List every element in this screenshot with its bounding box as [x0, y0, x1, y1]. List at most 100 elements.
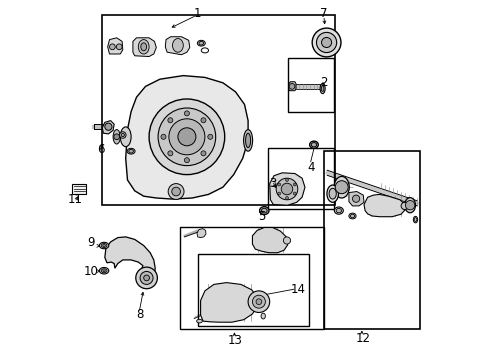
Bar: [197, 254, 309, 326]
Circle shape: [335, 181, 347, 194]
Polygon shape: [269, 173, 305, 205]
Circle shape: [400, 202, 407, 210]
Polygon shape: [363, 194, 404, 217]
Circle shape: [316, 32, 336, 53]
Ellipse shape: [309, 141, 318, 148]
Polygon shape: [197, 229, 205, 238]
Circle shape: [104, 123, 112, 130]
Circle shape: [405, 201, 414, 210]
Ellipse shape: [259, 207, 268, 215]
Polygon shape: [200, 283, 257, 322]
Ellipse shape: [335, 208, 341, 213]
Circle shape: [184, 111, 189, 116]
Text: 5: 5: [258, 210, 265, 223]
Circle shape: [140, 271, 153, 284]
Circle shape: [167, 118, 173, 123]
Circle shape: [277, 192, 280, 195]
Text: 10: 10: [83, 265, 98, 278]
Circle shape: [136, 267, 157, 289]
Ellipse shape: [199, 41, 203, 45]
Polygon shape: [288, 82, 295, 91]
Ellipse shape: [261, 313, 265, 319]
Ellipse shape: [412, 216, 417, 223]
Ellipse shape: [326, 185, 338, 202]
Polygon shape: [104, 237, 155, 283]
Ellipse shape: [120, 127, 131, 147]
Circle shape: [293, 192, 296, 195]
Ellipse shape: [328, 188, 336, 199]
Ellipse shape: [127, 148, 135, 154]
Ellipse shape: [348, 213, 355, 219]
Text: 3: 3: [269, 177, 276, 190]
Circle shape: [293, 183, 296, 186]
Ellipse shape: [245, 133, 250, 148]
Polygon shape: [348, 192, 363, 206]
Circle shape: [161, 134, 166, 139]
Text: 2: 2: [319, 76, 327, 89]
Polygon shape: [102, 121, 114, 134]
Text: 11: 11: [68, 193, 82, 206]
Circle shape: [277, 183, 280, 186]
Ellipse shape: [120, 132, 126, 138]
Circle shape: [184, 158, 189, 163]
Text: 12: 12: [355, 332, 370, 345]
Circle shape: [352, 195, 359, 202]
Polygon shape: [252, 228, 287, 253]
Circle shape: [178, 128, 196, 146]
Ellipse shape: [102, 245, 105, 246]
Ellipse shape: [121, 133, 124, 136]
Circle shape: [285, 179, 288, 181]
Bar: [323, 151, 419, 329]
Text: 6: 6: [97, 143, 104, 156]
Circle shape: [247, 291, 269, 312]
Bar: [72, 184, 86, 194]
Circle shape: [285, 197, 288, 199]
Ellipse shape: [261, 208, 266, 213]
Ellipse shape: [333, 176, 348, 198]
Ellipse shape: [243, 130, 252, 151]
Circle shape: [158, 108, 215, 166]
Text: 13: 13: [227, 334, 243, 347]
Ellipse shape: [172, 39, 183, 52]
Ellipse shape: [101, 243, 107, 248]
Bar: [287, 58, 333, 112]
Circle shape: [207, 134, 212, 139]
Ellipse shape: [413, 217, 416, 221]
Ellipse shape: [320, 84, 325, 94]
Circle shape: [288, 84, 294, 89]
Circle shape: [201, 151, 205, 156]
Circle shape: [149, 99, 224, 175]
Circle shape: [201, 118, 205, 123]
Circle shape: [281, 183, 292, 195]
Text: 8: 8: [136, 309, 143, 321]
Bar: [267, 148, 333, 209]
Ellipse shape: [311, 143, 316, 147]
Ellipse shape: [99, 267, 108, 274]
Polygon shape: [133, 38, 156, 57]
Ellipse shape: [102, 270, 105, 271]
Ellipse shape: [197, 40, 205, 46]
Circle shape: [114, 134, 120, 140]
Circle shape: [276, 178, 297, 200]
Circle shape: [168, 119, 204, 155]
Ellipse shape: [141, 43, 146, 51]
Text: 7: 7: [319, 7, 327, 20]
Polygon shape: [125, 76, 247, 199]
Circle shape: [143, 275, 149, 281]
Ellipse shape: [321, 86, 323, 91]
Ellipse shape: [128, 149, 133, 153]
Polygon shape: [107, 38, 122, 54]
Bar: [102, 15, 334, 205]
Ellipse shape: [404, 198, 415, 213]
Polygon shape: [165, 37, 189, 55]
Circle shape: [109, 44, 115, 50]
Circle shape: [321, 37, 331, 48]
Text: 14: 14: [290, 283, 305, 296]
Text: 9: 9: [87, 237, 94, 249]
Ellipse shape: [334, 207, 343, 214]
Circle shape: [116, 44, 122, 50]
Circle shape: [283, 237, 290, 244]
Circle shape: [171, 187, 180, 196]
Circle shape: [168, 184, 183, 199]
Ellipse shape: [196, 319, 202, 323]
